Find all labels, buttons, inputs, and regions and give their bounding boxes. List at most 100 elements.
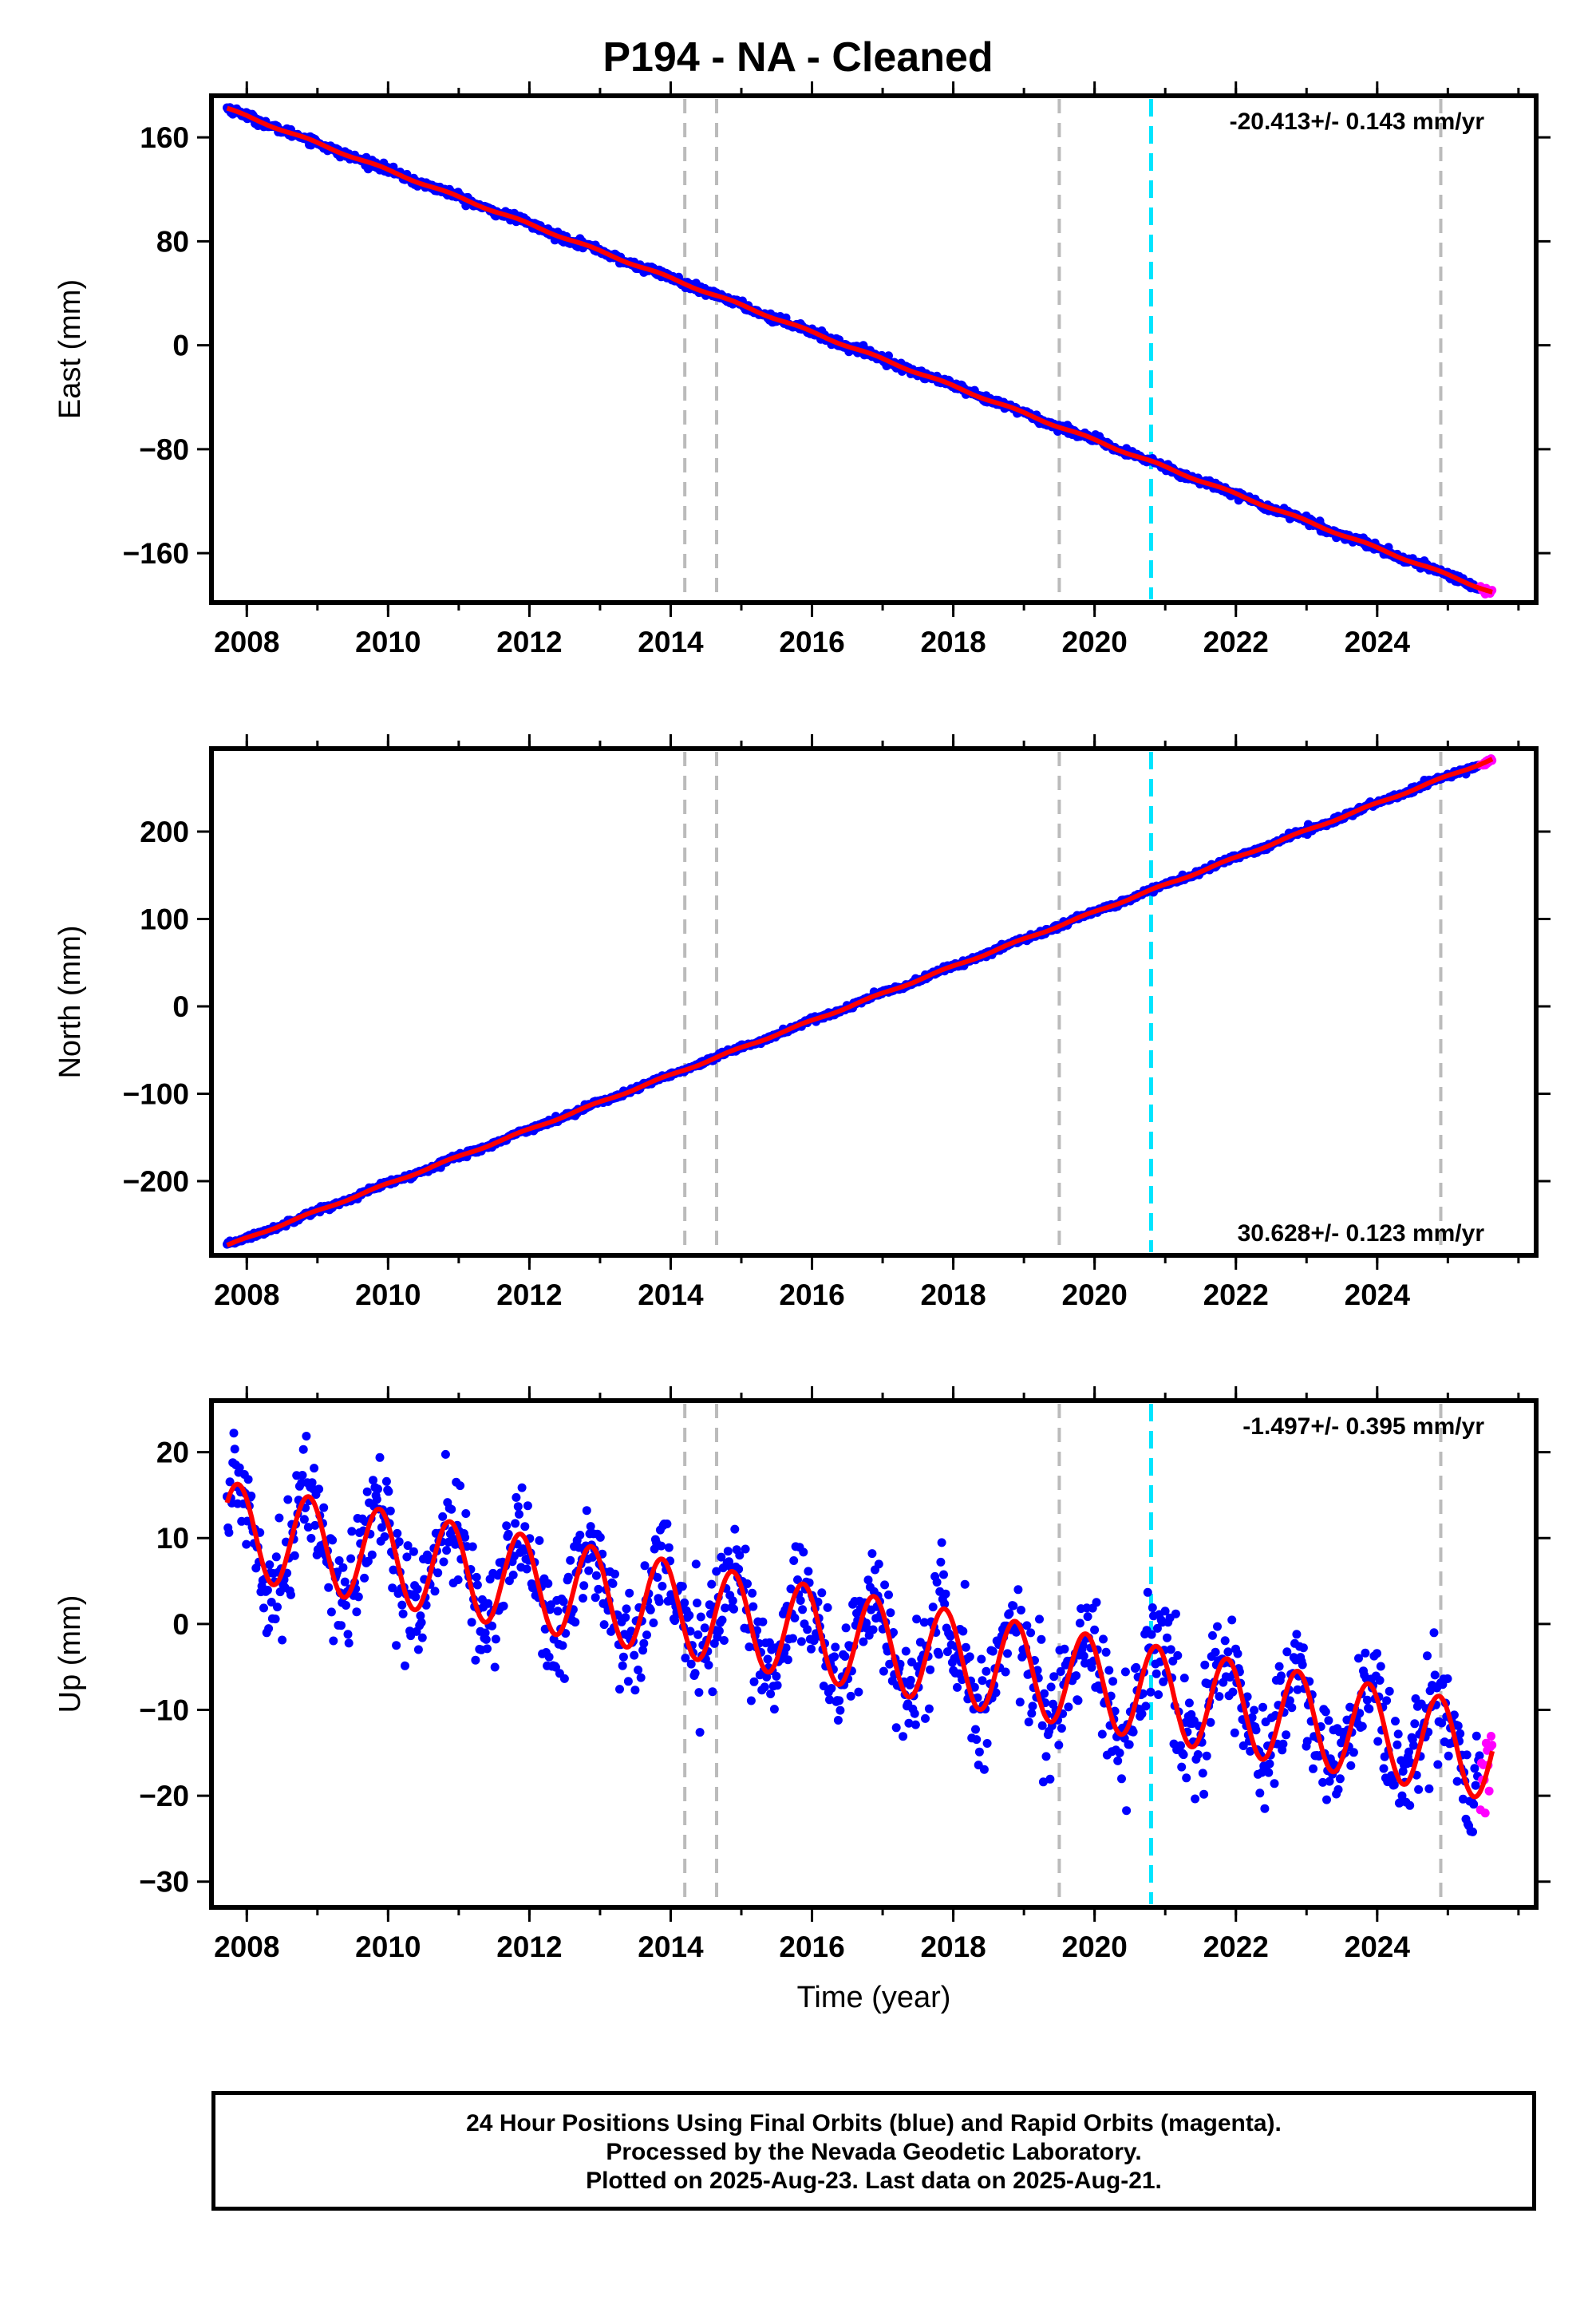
final-orbit-point (926, 1665, 935, 1674)
y-tick-label: 80 (156, 225, 189, 258)
final-orbit-point (447, 1504, 456, 1514)
final-orbit-point (299, 1515, 309, 1524)
final-orbit-point (397, 1600, 407, 1610)
final-orbit-point (1005, 1609, 1014, 1618)
final-orbit-point (298, 1445, 308, 1454)
final-orbit-point (229, 1429, 239, 1438)
final-orbit-point (1028, 1701, 1037, 1711)
y-tick-label: 0 (172, 330, 189, 362)
final-orbit-point (1362, 1695, 1372, 1705)
final-orbit-point (563, 1572, 573, 1582)
final-orbit-point (1298, 1643, 1308, 1653)
final-orbit-point (1375, 1676, 1385, 1685)
final-orbit-point (833, 1716, 843, 1725)
y-tick-label: 0 (172, 990, 189, 1023)
final-orbit-point (1292, 1630, 1302, 1639)
final-orbit-point (807, 1644, 816, 1654)
final-orbit-point (338, 1563, 348, 1572)
final-orbit-point (899, 1732, 908, 1741)
final-orbit-point (271, 1614, 280, 1624)
final-orbit-point (347, 1527, 357, 1536)
final-orbit-point (302, 1432, 311, 1441)
final-orbit-point (790, 1613, 800, 1622)
final-orbit-point (595, 1532, 605, 1542)
final-orbit-point (1456, 1729, 1465, 1738)
final-orbit-point (512, 1492, 521, 1502)
final-orbit-point (977, 1654, 986, 1664)
final-orbit-point (372, 1495, 381, 1504)
final-orbit-point (608, 1579, 618, 1588)
final-orbit-point (642, 1630, 651, 1640)
final-orbit-point (1092, 1598, 1101, 1607)
final-orbit-point (1152, 1669, 1161, 1678)
final-orbit-point (1099, 1634, 1108, 1644)
final-orbit-point (664, 1543, 674, 1552)
final-orbit-point (1471, 1780, 1480, 1790)
final-orbit-point (911, 1720, 920, 1729)
final-orbit-point (1177, 1762, 1187, 1772)
final-orbit-point (472, 1580, 482, 1590)
x-tick-label: 2008 (214, 626, 279, 658)
final-orbit-point (1335, 1774, 1345, 1784)
final-orbit-point (523, 1501, 532, 1511)
final-orbit-point (1278, 1739, 1288, 1749)
x-tick-label: 2018 (920, 1931, 986, 1963)
final-orbit-point (693, 1599, 701, 1608)
final-orbit-point (1324, 1716, 1333, 1725)
final-orbit-point (440, 1449, 450, 1459)
final-orbit-point (508, 1571, 518, 1579)
final-orbit-point (375, 1452, 385, 1462)
final-orbit-point (409, 1547, 418, 1556)
final-orbit-point (230, 1445, 239, 1454)
final-orbit-point (746, 1696, 756, 1705)
x-tick-label: 2024 (1345, 1279, 1411, 1311)
final-orbit-point (571, 1618, 580, 1627)
final-orbit-point (579, 1581, 589, 1591)
y-tick-label: 20 (156, 1437, 189, 1469)
final-orbit-point (319, 1503, 329, 1512)
final-orbit-point (352, 1607, 361, 1617)
final-orbit-point (1382, 1696, 1392, 1705)
final-orbit-point (1470, 1764, 1479, 1773)
final-orbit-point (840, 1652, 850, 1661)
final-orbit-point (483, 1644, 492, 1654)
final-orbit-point (763, 1654, 772, 1664)
final-orbit-point (411, 1592, 421, 1602)
final-orbit-point (491, 1634, 500, 1644)
final-orbit-point (1182, 1773, 1191, 1783)
final-orbit-point (584, 1566, 594, 1575)
final-orbit-point (1228, 1687, 1238, 1697)
final-orbit-point (1143, 1587, 1152, 1597)
final-orbit-point (559, 1674, 569, 1683)
final-orbit-point (1393, 1729, 1403, 1739)
final-orbit-point (1117, 1774, 1126, 1784)
final-orbit-point (413, 1584, 422, 1594)
x-tick-label: 2024 (1345, 1931, 1411, 1963)
final-orbit-point (513, 1502, 523, 1512)
final-orbit-point (362, 1487, 372, 1496)
final-orbit-point (769, 1705, 779, 1714)
final-orbit-point (1346, 1761, 1356, 1770)
final-orbit-point (700, 1623, 709, 1633)
final-orbit-point (566, 1555, 575, 1565)
final-orbit-point (398, 1609, 408, 1618)
final-orbit-point (417, 1633, 427, 1642)
final-orbit-point (1075, 1618, 1084, 1628)
y-axis-title: North (mm) (53, 925, 87, 1078)
final-orbit-point (1405, 1800, 1415, 1810)
final-orbit-point (344, 1638, 354, 1648)
final-orbit-point (958, 1626, 968, 1636)
final-orbit-point (1309, 1764, 1317, 1773)
model-curve (225, 105, 1495, 595)
final-orbit-point (1064, 1702, 1073, 1712)
final-orbit-point (728, 1596, 737, 1606)
final-orbit-point (1132, 1662, 1141, 1672)
final-orbit-point (723, 1547, 733, 1556)
y-tick-label: −160 (123, 537, 189, 570)
final-orbit-point (1057, 1724, 1066, 1733)
final-orbit-point (891, 1723, 901, 1733)
final-orbit-point (591, 1593, 600, 1603)
final-orbit-point (1410, 1719, 1420, 1729)
final-orbit-point (1115, 1749, 1124, 1757)
y-tick-label: −100 (123, 1077, 189, 1110)
